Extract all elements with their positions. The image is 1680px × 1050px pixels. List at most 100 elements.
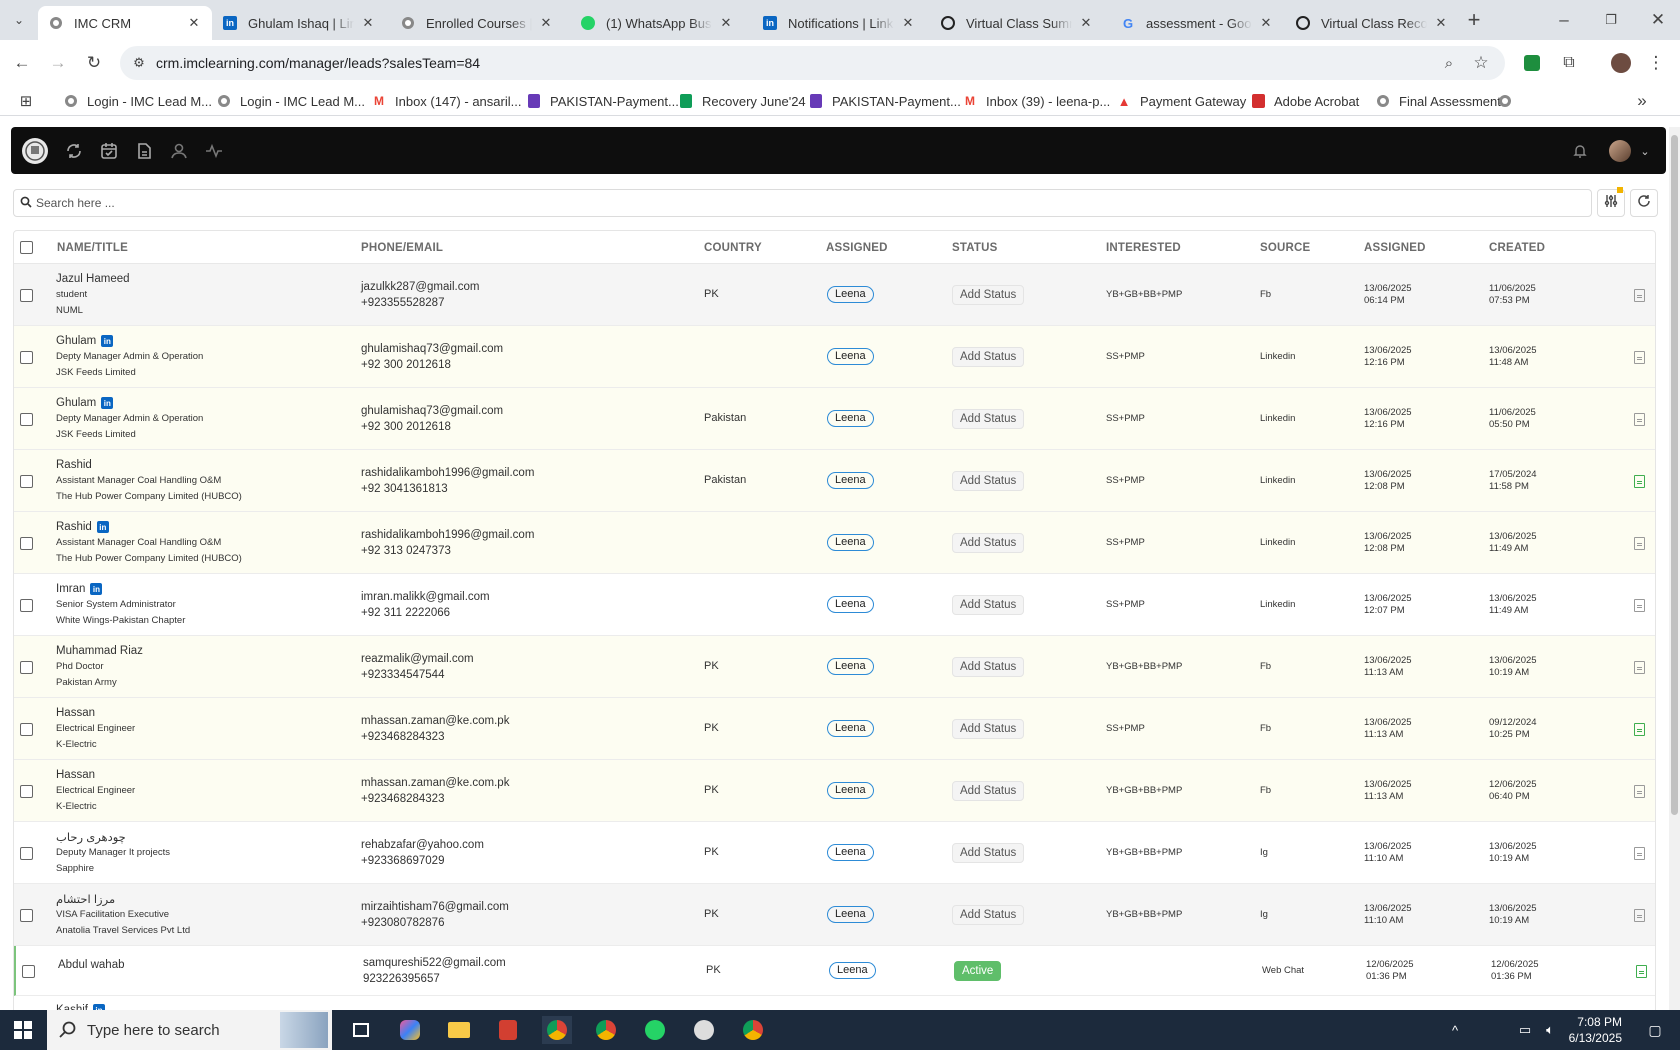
assigned-agent-badge[interactable]: Leena: [827, 782, 874, 799]
lead-phone[interactable]: +92 3041361813: [361, 483, 448, 495]
lead-phone[interactable]: 923226395657: [363, 973, 440, 985]
lead-phone[interactable]: +92 313 0247373: [361, 545, 451, 557]
activity-icon[interactable]: [202, 139, 226, 163]
lead-phone[interactable]: +923468284323: [361, 793, 445, 805]
notes-document-icon[interactable]: [1634, 909, 1645, 922]
tray-chevron-icon[interactable]: ^: [1451, 1022, 1459, 1038]
close-tab-icon[interactable]: ✕: [1080, 15, 1092, 30]
row-checkbox[interactable]: [20, 599, 33, 612]
row-checkbox[interactable]: [20, 661, 33, 674]
assigned-agent-badge[interactable]: Leena: [827, 472, 874, 489]
status-badge[interactable]: Add Status: [952, 347, 1025, 367]
lead-email[interactable]: imran.malikk@gmail.com: [361, 591, 490, 603]
user-avatar[interactable]: [1607, 138, 1633, 164]
tab-search-icon[interactable]: ⌄: [13, 13, 25, 27]
table-row[interactable]: Ghulam in Depty Manager Admin & Operation…: [14, 388, 1655, 450]
table-row[interactable]: Hassan Electrical Engineer K-Electric mh…: [14, 760, 1655, 822]
status-badge[interactable]: Add Status: [952, 905, 1025, 925]
search-bar[interactable]: [13, 189, 1592, 217]
sync-icon[interactable]: [62, 139, 86, 163]
lead-email[interactable]: samqureshi522@gmail.com: [363, 957, 506, 969]
lead-name[interactable]: Hassan: [56, 769, 95, 781]
lead-name[interactable]: Ghulam: [56, 335, 97, 347]
taskbar-search[interactable]: Type here to search: [47, 1010, 332, 1050]
header-status[interactable]: STATUS: [952, 242, 998, 254]
assigned-agent-badge[interactable]: Leena: [827, 844, 874, 861]
file-explorer-icon[interactable]: [444, 1016, 474, 1044]
row-checkbox[interactable]: [20, 537, 33, 550]
notes-document-icon[interactable]: [1636, 965, 1647, 978]
imc-logo-icon[interactable]: [20, 136, 49, 165]
bookmark-item[interactable]: Recovery June'24: [678, 91, 806, 111]
reload-icon[interactable]: ↻: [86, 53, 102, 72]
lead-phone[interactable]: +92 311 2222066: [361, 607, 451, 619]
table-row[interactable]: Hassan Electrical Engineer K-Electric mh…: [14, 698, 1655, 760]
status-badge[interactable]: Add Status: [952, 657, 1025, 677]
lead-email[interactable]: reazmalik@ymail.com: [361, 653, 474, 665]
header-contact[interactable]: PHONE/EMAIL: [361, 242, 444, 254]
table-row[interactable]: Rashid Assistant Manager Coal Handling O…: [14, 450, 1655, 512]
bookmark-item[interactable]: M Inbox (147) - ansaril...: [371, 91, 521, 111]
task-view-icon[interactable]: [346, 1016, 376, 1044]
lead-email[interactable]: ghulamishaq73@gmail.com: [361, 405, 504, 417]
status-badge[interactable]: Add Status: [952, 781, 1025, 801]
apps-grid-icon[interactable]: ⊞: [19, 93, 33, 110]
linkedin-icon[interactable]: in: [96, 521, 109, 533]
notes-document-icon[interactable]: [1634, 847, 1645, 860]
copilot-icon[interactable]: [395, 1016, 425, 1044]
zoom-icon[interactable]: ⌕: [1444, 54, 1454, 72]
status-badge[interactable]: Add Status: [952, 595, 1025, 615]
row-checkbox[interactable]: [20, 723, 33, 736]
taskbar-search-text[interactable]: Type here to search: [87, 1021, 220, 1039]
row-checkbox[interactable]: [20, 475, 33, 488]
close-tab-icon[interactable]: ✕: [1435, 15, 1447, 30]
bookmark-item[interactable]: [1497, 91, 1521, 111]
notes-document-icon[interactable]: [1634, 413, 1645, 426]
lead-phone[interactable]: +923468284323: [361, 731, 445, 743]
header-assigned-to[interactable]: ASSIGNED: [826, 242, 888, 254]
volume-icon[interactable]: 🔈︎: [1546, 1022, 1554, 1037]
system-clock[interactable]: 7:08 PM 6/13/2025: [1569, 1014, 1622, 1046]
header-country[interactable]: COUNTRY: [704, 242, 762, 254]
header-assigned-at[interactable]: ASSIGNED: [1364, 242, 1426, 254]
status-badge[interactable]: Add Status: [952, 533, 1025, 553]
lead-email[interactable]: rashidalikamboh1996@gmail.com: [361, 467, 535, 479]
refresh-button[interactable]: [1630, 189, 1658, 217]
row-checkbox[interactable]: [20, 413, 33, 426]
whatsapp-icon[interactable]: [640, 1016, 670, 1044]
chevron-down-icon[interactable]: ⌄: [1640, 145, 1650, 158]
header-name[interactable]: NAME/TITLE: [57, 242, 128, 254]
lead-phone[interactable]: +923368697029: [361, 855, 445, 867]
lead-name[interactable]: Imran: [56, 583, 86, 595]
table-row[interactable]: Ghulam in Depty Manager Admin & Operation…: [14, 326, 1655, 388]
close-tab-icon[interactable]: ✕: [362, 15, 374, 30]
browser-tab[interactable]: IMC CRM ✕: [38, 6, 212, 40]
row-checkbox[interactable]: [20, 351, 33, 364]
notes-document-icon[interactable]: [1634, 537, 1645, 550]
notes-document-icon[interactable]: [1634, 351, 1645, 364]
assigned-agent-badge[interactable]: Leena: [827, 906, 874, 923]
table-row[interactable]: مرزا احتشام VISA Facilitation Executive …: [14, 884, 1655, 946]
assigned-agent-badge[interactable]: Leena: [827, 534, 874, 551]
new-tab-icon[interactable]: +: [1467, 7, 1481, 32]
chrome-icon[interactable]: [542, 1016, 572, 1044]
more-bookmarks-icon[interactable]: »: [1637, 91, 1647, 110]
site-info-icon[interactable]: ⚙: [133, 55, 145, 70]
clock-app-icon[interactable]: [689, 1016, 719, 1044]
row-checkbox[interactable]: [20, 909, 33, 922]
lead-email[interactable]: mirzaihtisham76@gmail.com: [361, 901, 509, 913]
header-interested[interactable]: INTERESTED: [1106, 242, 1181, 254]
lead-email[interactable]: rehabzafar@yahoo.com: [361, 839, 484, 851]
browser-tab[interactable]: (1) WhatsApp Business ✕: [570, 6, 744, 40]
row-checkbox[interactable]: [20, 847, 33, 860]
status-badge[interactable]: Add Status: [952, 719, 1025, 739]
search-input[interactable]: [36, 194, 1536, 212]
header-created[interactable]: CREATED: [1489, 242, 1546, 254]
lead-name[interactable]: Jazul Hameed: [56, 273, 130, 285]
browser-tab[interactable]: in Notifications | LinkedIn ✕: [752, 6, 926, 40]
browser-menu-icon[interactable]: ⋮: [1647, 53, 1665, 72]
row-checkbox[interactable]: [20, 289, 33, 302]
browser-tab[interactable]: Enrolled Courses | IMC ✕: [390, 6, 564, 40]
windows-start-icon[interactable]: [8, 1016, 38, 1044]
lead-name[interactable]: Rashid: [56, 521, 92, 533]
